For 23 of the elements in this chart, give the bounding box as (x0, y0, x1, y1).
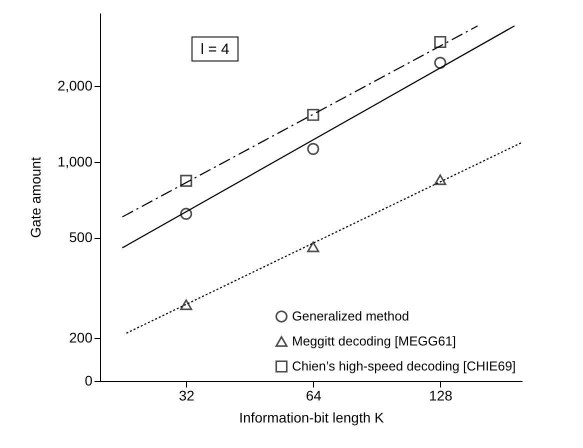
x-tick-label: 128 (429, 388, 453, 404)
legend-label: Chien’s high-speed decoding [CHIE69] (292, 358, 516, 374)
y-tick-label: 1,000 (57, 153, 93, 170)
y-tick-label: 2,000 (57, 78, 93, 94)
annotation: l = 4 (200, 41, 230, 58)
point (434, 56, 446, 69)
point (307, 108, 320, 121)
x-axis-title: Information-bit length K (239, 410, 385, 426)
point (307, 142, 320, 155)
legend-label: Meggitt decoding [MEGG61] (292, 334, 456, 348)
x-tick-label: 32 (178, 388, 195, 404)
y-tick-label: 200 (69, 329, 93, 346)
legend-label: Generalized method (292, 308, 410, 324)
point (180, 174, 192, 187)
y-axis-title: Gate amount (27, 156, 44, 238)
point (180, 299, 192, 310)
y-tick-label: 0 (84, 372, 93, 388)
point (434, 36, 446, 48)
point (307, 242, 320, 252)
x-tick-label: 64 (306, 388, 322, 404)
y-tick-label: 500 (69, 229, 93, 246)
point (434, 174, 446, 186)
point (180, 208, 192, 220)
